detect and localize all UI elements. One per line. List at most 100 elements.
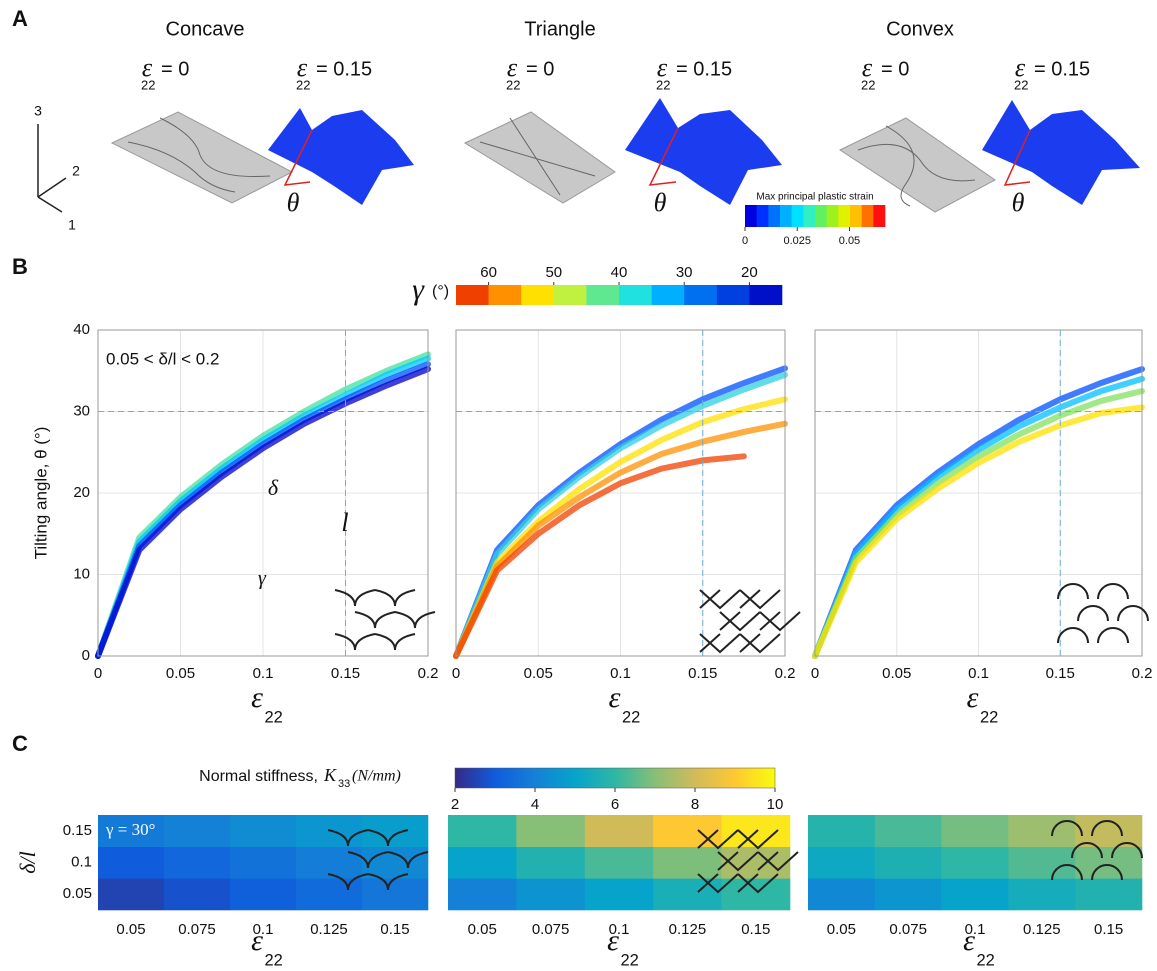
y-tick-label: 0.05: [63, 885, 92, 902]
colorbar-tick-label: 8: [691, 796, 699, 813]
x-tick-label: 0.15: [1046, 665, 1075, 682]
colorbar-tick-label: 10: [767, 796, 784, 813]
colorbar-cell: [745, 205, 757, 227]
axis-triad: [38, 124, 66, 212]
colorbar-cell: [803, 205, 815, 227]
colorbar-unit: (N/mm): [352, 768, 401, 785]
strain-subscript: 22: [656, 77, 670, 92]
column-title: Concave: [166, 18, 245, 40]
colorbar-title: Max principal plastic strain: [756, 192, 873, 203]
colorbar-title: Normal stiffness,: [199, 768, 318, 785]
strain-subscript: 22: [265, 708, 283, 726]
colorbar-cell: [838, 205, 850, 227]
strain-subscript: 22: [296, 77, 310, 92]
x-tick-label: 0: [94, 665, 102, 682]
x-tick-label: 0.075: [889, 921, 927, 938]
heatmap-cell: [362, 878, 428, 910]
triangle-models: [465, 98, 782, 205]
heatmap-cell: [164, 847, 230, 879]
y-tick-label: 40: [73, 321, 90, 338]
heatmap-cell: [653, 847, 722, 879]
colorbar-tick-label: 30: [676, 264, 693, 281]
state-value: = 0.15: [676, 58, 732, 80]
strain-symbol: ε: [251, 924, 263, 957]
colorbar: [455, 768, 775, 788]
colorbar-symbol: γ: [412, 273, 425, 306]
x-tick-label: 0.05: [116, 921, 145, 938]
figure: ABCConcaveε22= 0ε22= 0.15θTriangleε22= 0…: [0, 0, 1157, 971]
colorbar-cell: [873, 205, 885, 227]
x-tick-label: 0.15: [380, 921, 409, 938]
strain-subscript: 22: [506, 77, 520, 92]
y-tick-label: 0: [82, 647, 90, 664]
heatmap-cell: [808, 878, 875, 910]
heatmap-cell: [942, 878, 1009, 910]
heatmap-cell: [230, 847, 296, 879]
colorbar-unit: (°): [432, 283, 449, 300]
heatmap-cell: [296, 878, 362, 910]
heatmap-cell: [942, 847, 1009, 879]
colorbar-tick-label: 60: [480, 264, 497, 281]
state-value: = 0.15: [1034, 58, 1090, 80]
axis-label: 3: [34, 103, 42, 119]
colorbar-tick-label: 0.025: [783, 235, 811, 247]
inset-label: γ: [258, 568, 267, 590]
colorbar-cell: [684, 285, 717, 305]
state-value: = 0.15: [316, 58, 372, 80]
heatmap-cell: [653, 878, 722, 910]
heatmap-cell: [942, 815, 1009, 847]
colorbar-symbol: K: [323, 765, 337, 785]
x-tick-label: 0.1: [253, 665, 274, 682]
heatmap-cell: [1008, 847, 1075, 879]
annotation: 0.05 < δ/l < 0.2: [106, 349, 219, 368]
x-tick-label: 0.1: [610, 665, 631, 682]
x-tick-label: 0.05: [882, 665, 911, 682]
axis-label: 1: [68, 217, 76, 233]
angle-symbol: θ: [287, 188, 300, 217]
colorbar-cell: [586, 285, 619, 305]
colorbar-cell: [815, 205, 827, 227]
heatmap-cell: [808, 815, 875, 847]
colorbar-tick-label: 6: [611, 796, 619, 813]
colorbar-cell: [717, 285, 750, 305]
column-title: Convex: [886, 18, 954, 40]
colorbar-tick-label: 20: [741, 264, 758, 281]
x-tick-label: 0.05: [468, 921, 497, 938]
x-tick-label: 0.2: [775, 665, 796, 682]
colorbar-cell: [862, 205, 874, 227]
colorbar-cell: [456, 285, 489, 305]
strain-subscript: 22: [621, 951, 639, 969]
heatmap-cell: [448, 878, 517, 910]
colorbar-tick-label: 4: [531, 796, 539, 813]
x-tick-label: 0.2: [418, 665, 439, 682]
x-tick-label: 0.05: [524, 665, 553, 682]
state-value: = 0: [881, 58, 909, 80]
x-tick-label: 0.1: [968, 665, 989, 682]
colorbar-cell: [652, 285, 685, 305]
y-tick-label: 10: [73, 565, 90, 582]
colorbar-cell: [489, 285, 522, 305]
y-tick-label: 20: [73, 484, 90, 501]
x-tick-label: 0: [811, 665, 819, 682]
heatmap-cell: [722, 847, 791, 879]
heatmap-cell: [516, 847, 585, 879]
heatmap-cell: [1075, 847, 1142, 879]
colorbar-cell: [768, 205, 780, 227]
colorbar-cell: [792, 205, 804, 227]
heatmap-cell: [448, 847, 517, 879]
panel-label: C: [12, 731, 28, 756]
x-tick-label: 0.125: [310, 921, 348, 938]
x-tick-label: 0.125: [669, 921, 707, 938]
colorbar-tick-label: 0.05: [839, 235, 860, 247]
heatmap-cell: [516, 878, 585, 910]
heatmap-cell: [448, 815, 517, 847]
strain-symbol: ε: [251, 681, 263, 714]
strain-subscript: 22: [622, 708, 640, 726]
heatmap-cell: [875, 878, 942, 910]
concave-models: [112, 108, 414, 205]
x-tick-label: 0.05: [827, 921, 856, 938]
heatmap-cell: [1008, 815, 1075, 847]
colorbar-tick-label: 50: [545, 264, 562, 281]
convex-models: [840, 100, 1140, 212]
axis-label: 2: [72, 163, 80, 179]
